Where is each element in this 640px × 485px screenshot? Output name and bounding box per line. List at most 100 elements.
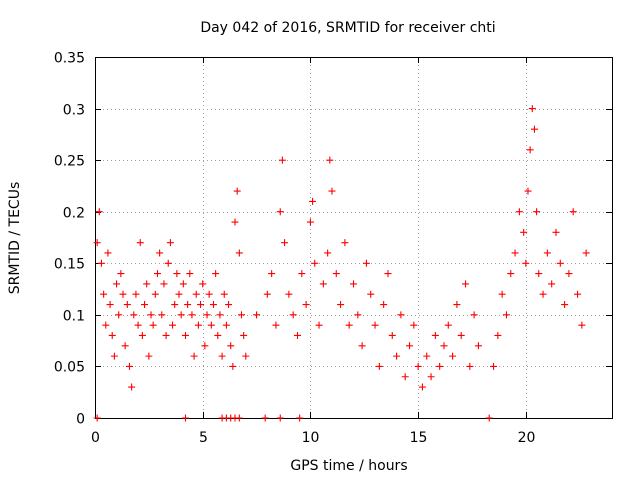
data-point [253,311,261,319]
data-point [328,187,336,195]
data-point [520,228,528,236]
data-point [108,331,116,339]
data-point [95,208,103,216]
data-point [153,270,161,278]
data-point [220,290,228,298]
data-point [281,239,289,247]
data-point [197,301,205,309]
data-point [141,301,149,309]
data-point [169,321,177,329]
data-point [134,321,142,329]
data-point [341,239,349,247]
data-point [393,352,401,360]
data-point [535,270,543,278]
plot-frame [95,57,613,419]
data-point [276,414,284,422]
data-point [132,290,140,298]
data-point [350,280,357,288]
data-point [119,290,127,298]
data-point [171,301,179,309]
data-point [457,331,465,339]
data-point [276,208,284,216]
y-tick-label: 0.3 [63,103,85,119]
x-tick-label: 15 [410,430,428,446]
data-point [358,342,366,350]
data-point [216,311,224,319]
data-point [556,259,564,267]
data-point [367,290,375,298]
data-point [423,352,431,360]
data-point [143,280,151,288]
data-point [371,321,379,329]
data-point [115,311,123,319]
data-point [138,331,146,339]
data-point [147,311,155,319]
data-point [218,352,226,360]
data-point [214,331,222,339]
data-point [485,414,493,422]
data-point [156,249,164,257]
data-point [431,331,439,339]
data-point [319,280,327,288]
data-point [410,321,418,329]
data-point [507,270,515,278]
data-point [240,331,248,339]
data-point [530,125,538,133]
data-point [205,290,213,298]
data-point [380,301,388,309]
data-point [268,270,276,278]
data-point [574,290,582,298]
data-point [229,362,237,370]
data-point [548,280,556,288]
data-point [123,301,131,309]
data-point [565,270,573,278]
data-point [397,311,405,319]
data-point [418,383,426,391]
data-point [511,249,519,257]
data-point [117,270,125,278]
data-point [494,331,502,339]
data-point [375,362,383,370]
x-tick-label: 20 [518,430,536,446]
data-point [296,414,304,422]
data-point [166,239,174,247]
data-point [315,321,323,329]
data-point [158,311,166,319]
data-point [173,270,181,278]
data-point [515,208,523,216]
data-point [309,197,317,205]
x-axis-label: GPS time / hours [290,458,407,474]
data-point [561,301,569,309]
chart-title: Day 042 of 2016, SRMTID for receiver cht… [200,20,495,36]
data-point [93,414,101,422]
x-tick-label: 0 [91,430,100,446]
data-point [192,290,200,298]
data-point [110,352,118,360]
data-point [104,249,112,257]
data-point [179,280,187,288]
data-point [233,187,241,195]
data-point [362,259,370,267]
axis-ticks: 0 0.05 0.1 0.15 0.2 0.25 0.3 0.35 0 5 10 15 20 [54,51,612,446]
data-point [384,270,392,278]
data-point [113,280,121,288]
data-point [470,311,478,319]
data-point [401,373,409,381]
data-point [324,249,332,257]
data-point [201,342,209,350]
data-point [237,311,245,319]
data-point [100,290,108,298]
data-point [263,290,271,298]
data-point [440,342,448,350]
data-point [289,311,297,319]
data-point [93,239,101,247]
data-point [160,280,168,288]
data-point [151,290,159,298]
data-point [449,352,457,360]
data-point [539,290,547,298]
data-point [181,414,189,422]
data-point [278,156,286,164]
data-point [199,280,207,288]
data-point [337,301,345,309]
